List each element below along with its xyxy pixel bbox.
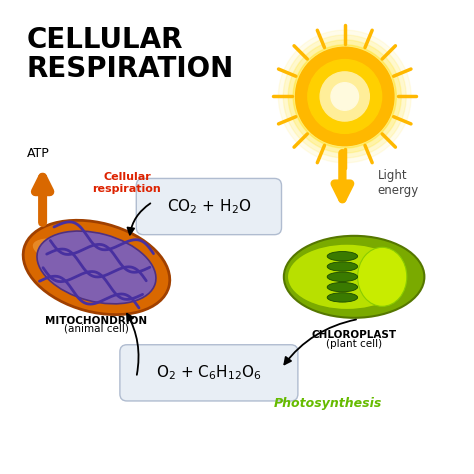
Text: CELLULAR
RESPIRATION: CELLULAR RESPIRATION [26,26,234,83]
Ellipse shape [357,247,407,306]
Text: (plant cell): (plant cell) [326,339,382,349]
Ellipse shape [287,244,407,310]
Text: CHLOROPLAST: CHLOROPLAST [311,330,397,340]
Text: (animal cell): (animal cell) [64,324,129,334]
Ellipse shape [33,238,151,283]
Circle shape [283,35,406,158]
Circle shape [288,40,401,153]
Circle shape [308,60,382,133]
Ellipse shape [23,220,170,315]
Ellipse shape [37,231,156,304]
Circle shape [331,82,358,110]
Ellipse shape [327,262,357,271]
Text: CO$_2$ + H$_2$O: CO$_2$ + H$_2$O [167,197,251,216]
Circle shape [278,30,411,163]
FancyBboxPatch shape [120,345,298,401]
Circle shape [293,45,396,148]
Text: O$_2$ + C$_6$H$_{12}$O$_6$: O$_2$ + C$_6$H$_{12}$O$_6$ [156,364,262,382]
Ellipse shape [284,236,424,318]
Ellipse shape [327,252,357,261]
Circle shape [296,47,394,146]
Text: Light
energy: Light energy [377,169,419,197]
Circle shape [320,72,369,121]
Ellipse shape [327,293,357,302]
Ellipse shape [327,272,357,282]
Text: Photosynthesis: Photosynthesis [274,397,383,410]
Text: MITOCHONDRION: MITOCHONDRION [46,316,147,326]
Ellipse shape [327,283,357,292]
Text: ATP: ATP [27,147,49,160]
Text: Cellular
respiration: Cellular respiration [92,173,161,194]
FancyBboxPatch shape [137,178,282,235]
